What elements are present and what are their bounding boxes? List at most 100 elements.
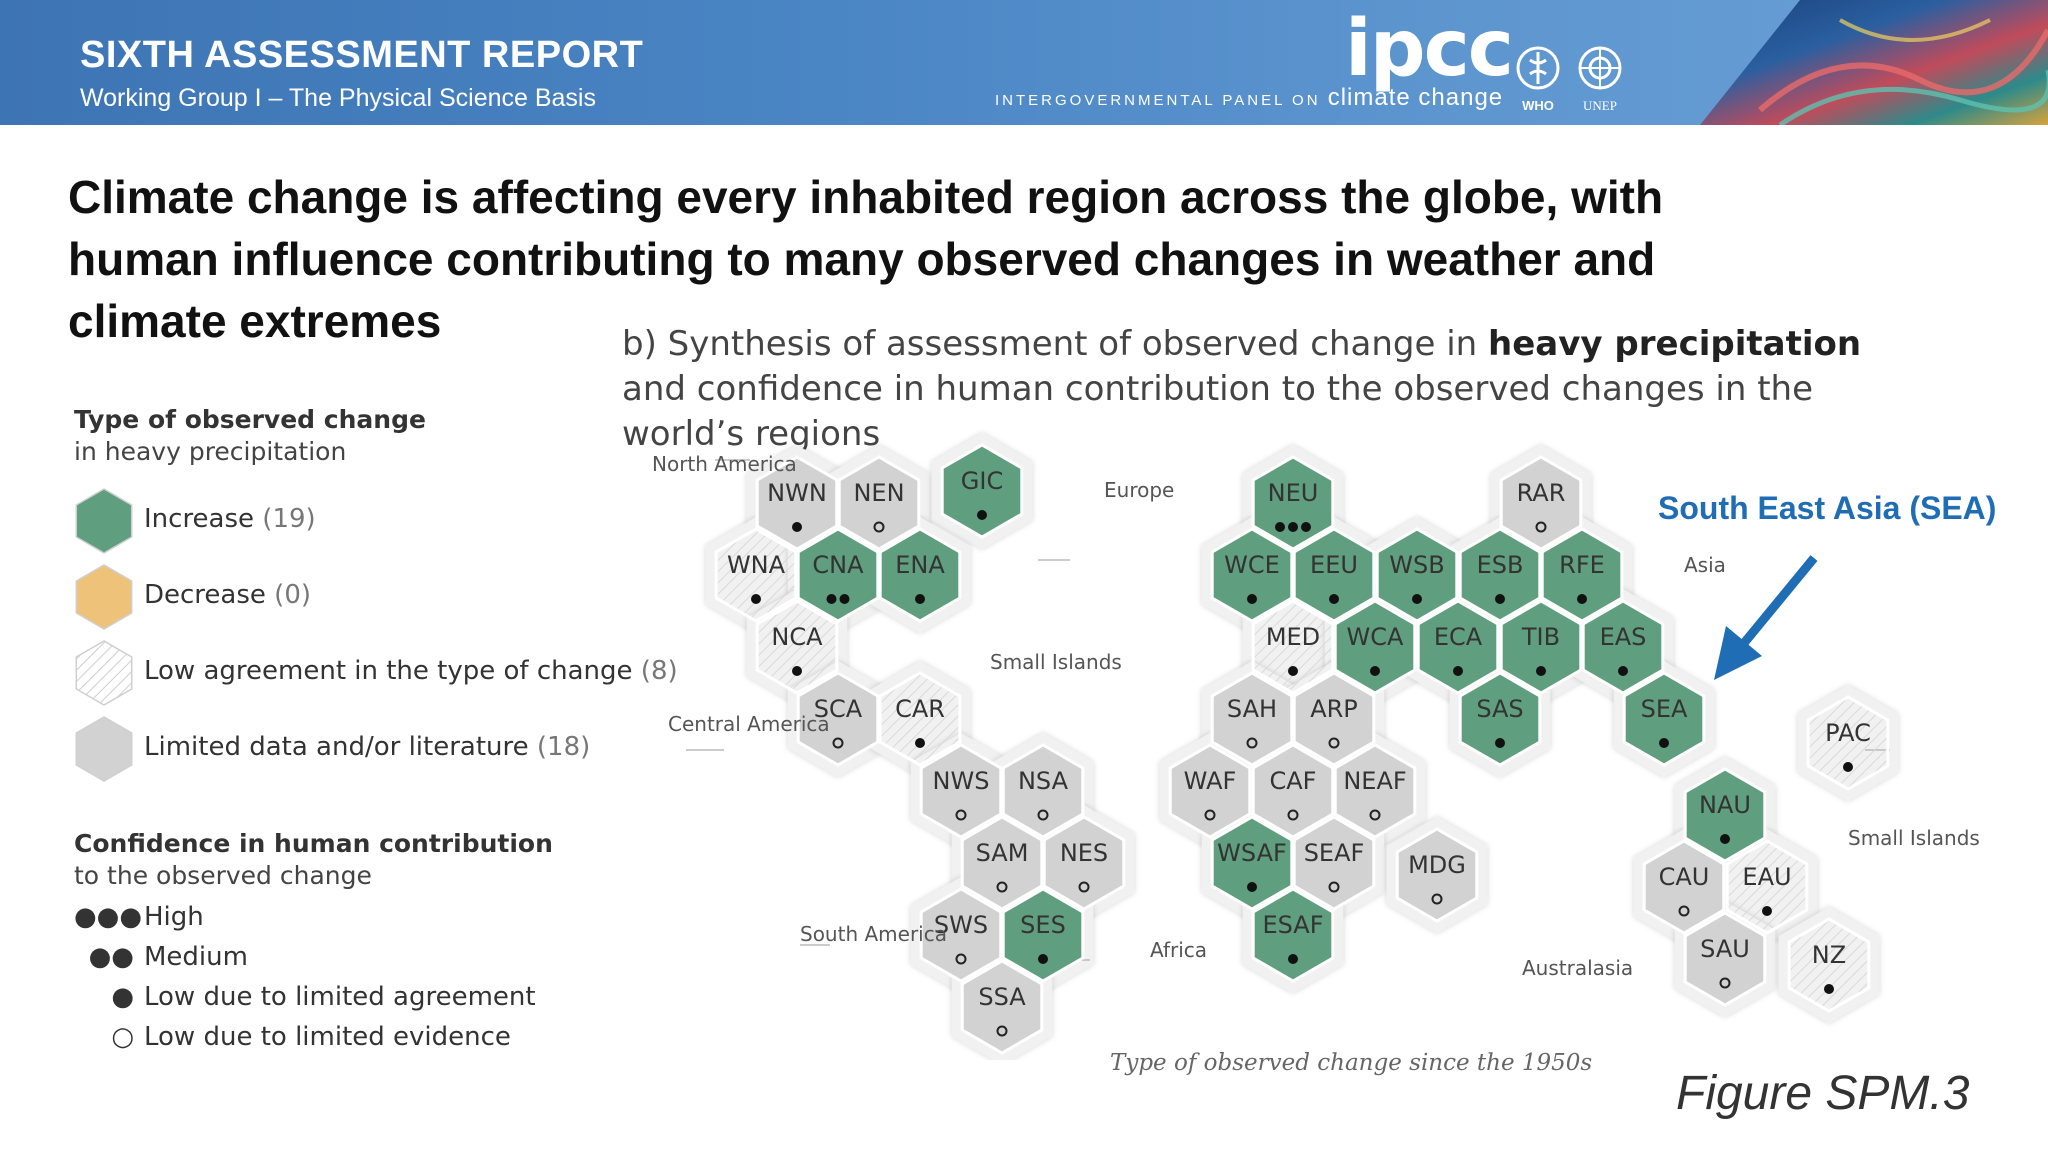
confidence-marker-icon <box>1247 882 1257 892</box>
hex-code-label: SEAF <box>1304 839 1365 867</box>
legend-type-lim: Limited data and/or literature (18) <box>74 714 654 784</box>
panel-title-prefix: b) Synthesis of assessment of observed c… <box>622 324 1489 364</box>
hex-cell <box>1683 911 1767 1007</box>
hex-region-esb: ESB <box>1458 527 1542 623</box>
hex-cell <box>837 455 921 551</box>
hex-cell-layer: NWN NEN GIC WNA CNA ENA NCA SCA CAR NWS NSA SAM NES S… <box>714 443 1890 1055</box>
legend-confidence-row: ●●●High <box>74 902 204 942</box>
region-label-australasia: Australasia <box>1522 956 1634 980</box>
confidence-marker-icon <box>1204 809 1216 821</box>
hex-cell <box>1333 599 1417 695</box>
confidence-marker-icon <box>1288 954 1298 964</box>
confidence-marker-icon <box>915 738 925 748</box>
hex-cell <box>1642 839 1726 935</box>
hex-region-seaf: SEAF <box>1292 815 1376 911</box>
hex-cell <box>919 887 1003 983</box>
hex-region-sau: SAU <box>1683 911 1767 1007</box>
hex-code-label: MDG <box>1408 851 1466 879</box>
hex-code-label: CAF <box>1270 767 1317 795</box>
confidence-marker-icon <box>996 1025 1008 1037</box>
confidence-marker-icon <box>955 809 967 821</box>
legend-type-label: Limited data and/or literature (18) <box>144 732 590 762</box>
region-label-small-islands-pacific: Small Islands <box>1848 826 1980 850</box>
confidence-marker-icon <box>996 881 1008 893</box>
confidence-marker-icon <box>1078 881 1090 893</box>
hex-code-label: SWS <box>934 911 988 939</box>
hex-region-tib: TIB <box>1499 599 1583 695</box>
report-title: SIXTH ASSESSMENT REPORT <box>80 34 644 76</box>
hex-region-nws: NWS <box>919 743 1003 839</box>
hex-region-nau: NAU <box>1683 767 1767 863</box>
confidence-marker-icon <box>832 737 844 749</box>
hex-region-sah: SAH <box>1210 671 1294 767</box>
hex-region-gic: GIC <box>940 443 1024 539</box>
region-label-asia: Asia <box>1684 553 1726 577</box>
confidence-marker-icon <box>1453 666 1463 676</box>
region-label-small-islands: Small Islands <box>990 650 1122 674</box>
hex-code-label: WCE <box>1224 551 1280 579</box>
legend-type-low: Low agreement in the type of change (8) <box>74 638 678 708</box>
hex-cell <box>1416 599 1500 695</box>
confidence-dots-icon: ○ <box>111 1022 134 1052</box>
hex-region-sam: SAM <box>960 815 1044 911</box>
hex-code-label: NEU <box>1268 479 1319 507</box>
hex-region-rar: RAR <box>1499 455 1583 551</box>
legend-swatch-hex-icon <box>75 716 133 782</box>
legend-confidence-row: ○ Low due to limited evidence <box>74 1022 511 1062</box>
hex-cell <box>1458 671 1542 767</box>
hex-code-label: CNA <box>812 551 864 579</box>
hex-cell <box>1001 887 1085 983</box>
hex-cell <box>960 815 1044 911</box>
hex-region-med: MED <box>1251 599 1335 695</box>
hex-region-nsa: NSA <box>1001 743 1085 839</box>
map-caption: Type of observed change since the 1950s <box>1110 1050 1593 1076</box>
legend-type-label: Low agreement in the type of change (8) <box>144 656 678 686</box>
hex-region-sca: SCA <box>796 671 880 767</box>
hex-cell <box>1292 527 1376 623</box>
legend-type-text: Limited data and/or literature <box>144 732 537 762</box>
hex-cell <box>878 671 962 767</box>
tagline-small: INTERGOVERNMENTAL PANEL ON <box>995 92 1321 109</box>
legend-confidence-row: ●● Medium <box>74 942 248 982</box>
legend-swatch-hex-icon <box>75 488 133 554</box>
legend: Type of observed change in heavy precipi… <box>74 404 678 1052</box>
hex-region-caf: CAF <box>1251 743 1335 839</box>
hex-region-ssa: SSA <box>960 959 1044 1055</box>
figure-label: Figure SPM.3 <box>1676 1067 1970 1120</box>
slide-title: Climate change is affecting every inhabi… <box>68 171 1664 347</box>
confidence-dots-icon: ● <box>111 982 134 1012</box>
confidence-marker-icon <box>1719 977 1731 989</box>
confidence-marker-icon <box>1678 905 1690 917</box>
hex-cell <box>1375 527 1459 623</box>
region-label-south-america: South America <box>800 922 947 946</box>
hex-region-nen: NEN <box>837 455 921 551</box>
confidence-marker-icon <box>1843 762 1853 772</box>
hex-region-wce: WCE <box>1210 527 1294 623</box>
legend-type-text: Low agreement in the type of change <box>144 656 641 686</box>
hex-code-label: MED <box>1266 623 1320 651</box>
hex-region-wsaf: WSAF <box>1210 815 1294 911</box>
hex-region-sea: SEA <box>1622 671 1706 767</box>
hex-cell <box>919 743 1003 839</box>
hex-cell <box>1251 743 1335 839</box>
hex-region-mdg: MDG <box>1395 827 1479 923</box>
hex-code-label: NEAF <box>1343 767 1406 795</box>
legend-type-inc: Increase (19) <box>74 486 654 556</box>
hex-cell <box>1251 599 1335 695</box>
hex-cell <box>1458 527 1542 623</box>
hexagon-region-map: NWN NEN GIC WNA CNA ENA NCA SCA CAR NWS NSA SAM NES S… <box>686 433 1899 1060</box>
legend-swatch-hex-icon <box>75 564 133 630</box>
hex-region-sas: SAS <box>1458 671 1542 767</box>
hex-code-label: WCA <box>1347 623 1404 651</box>
sea-callout-label: South East Asia (SEA) <box>1658 490 1997 526</box>
hex-cell <box>1540 527 1624 623</box>
confidence-marker-icon <box>792 522 802 532</box>
confidence-label: Low due to limited agreement <box>144 982 536 1012</box>
hex-region-waf: WAF <box>1168 743 1252 839</box>
confidence-marker-icon <box>1412 594 1422 604</box>
hex-code-label: SCA <box>814 695 863 723</box>
hex-code-label: ENA <box>895 551 945 579</box>
hex-region-nz: NZ <box>1787 917 1871 1013</box>
hex-code-label: NZ <box>1812 941 1846 969</box>
hex-cell <box>1042 815 1126 911</box>
